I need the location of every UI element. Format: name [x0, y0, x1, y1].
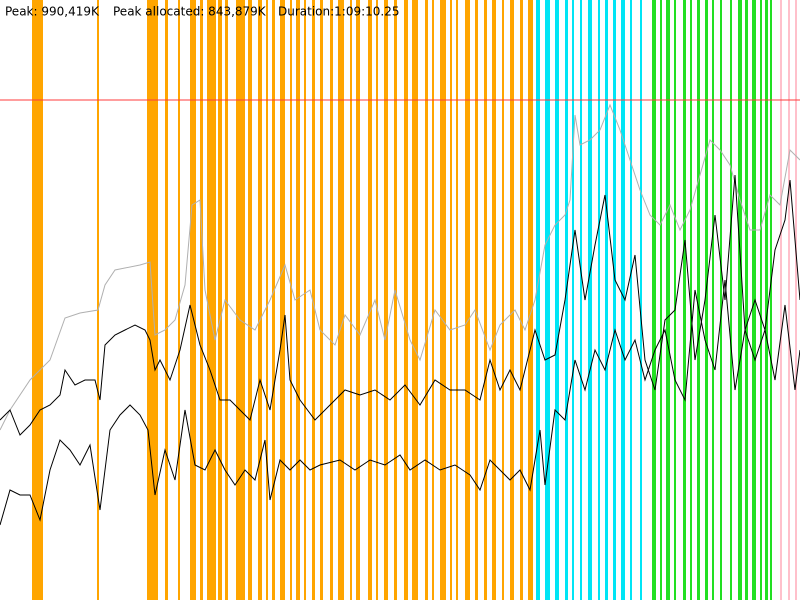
event-band — [368, 0, 372, 600]
event-band — [565, 0, 568, 600]
event-band — [32, 0, 43, 600]
event-band — [580, 0, 582, 600]
event-band — [207, 0, 216, 600]
event-band — [652, 0, 656, 600]
event-band — [760, 0, 762, 600]
event-band — [425, 0, 428, 600]
event-band — [598, 0, 600, 600]
event-band — [266, 0, 268, 600]
event-band — [752, 0, 756, 600]
event-bands — [32, 0, 797, 600]
event-band — [712, 0, 714, 600]
event-band — [492, 0, 496, 600]
event-band — [555, 0, 559, 600]
event-band — [683, 0, 686, 600]
event-band — [674, 0, 676, 600]
event-band — [621, 0, 625, 600]
event-band — [280, 0, 285, 600]
event-band — [290, 0, 292, 600]
event-band — [97, 0, 99, 600]
event-band — [450, 0, 452, 600]
event-band — [666, 0, 670, 600]
event-band — [258, 0, 262, 600]
event-band — [404, 0, 408, 600]
event-band — [225, 0, 228, 600]
event-band — [272, 0, 275, 600]
event-band — [320, 0, 323, 600]
event-band — [502, 0, 504, 600]
event-band — [788, 0, 790, 600]
event-band — [376, 0, 378, 600]
event-band — [484, 0, 487, 600]
event-band — [510, 0, 514, 600]
peak-allocated-label: Peak allocated: 843,879K — [113, 5, 267, 19]
event-band — [572, 0, 574, 600]
event-band — [697, 0, 700, 600]
event-band — [350, 0, 352, 600]
event-band — [330, 0, 333, 600]
memory-line — [0, 103, 800, 431]
event-band — [520, 0, 523, 600]
event-band — [605, 0, 608, 600]
event-band — [465, 0, 470, 600]
event-band — [588, 0, 592, 600]
duration-label: Duration:1:09:10.25 — [278, 5, 400, 19]
event-band — [412, 0, 418, 600]
memory-line — [0, 279, 800, 526]
event-band — [690, 0, 692, 600]
event-band — [475, 0, 478, 600]
event-band — [536, 0, 540, 600]
event-band — [356, 0, 360, 600]
event-band — [738, 0, 742, 600]
event-band — [613, 0, 616, 600]
memory-lines — [0, 99, 800, 526]
event-band — [780, 0, 782, 600]
event-band — [165, 0, 168, 600]
event-band — [730, 0, 732, 600]
event-band — [745, 0, 748, 600]
event-band — [720, 0, 722, 600]
event-band — [456, 0, 458, 600]
event-band — [528, 0, 533, 600]
event-band — [384, 0, 388, 600]
event-band — [178, 0, 180, 600]
event-band — [236, 0, 245, 600]
event-band — [248, 0, 252, 600]
event-band — [705, 0, 708, 600]
event-band — [630, 0, 632, 600]
event-band — [640, 0, 642, 600]
event-band — [312, 0, 315, 600]
event-band — [200, 0, 203, 600]
event-band — [190, 0, 196, 600]
event-band — [765, 0, 768, 600]
event-band — [795, 0, 797, 600]
event-band — [296, 0, 300, 600]
event-band — [770, 0, 772, 600]
memory-line — [0, 174, 800, 436]
event-band — [394, 0, 397, 600]
event-band — [660, 0, 662, 600]
event-band — [545, 0, 550, 600]
event-band — [304, 0, 306, 600]
event-band — [338, 0, 344, 600]
event-band — [432, 0, 434, 600]
event-band — [440, 0, 446, 600]
peak-label: Peak: 990,419K — [5, 5, 100, 19]
event-band — [218, 0, 222, 600]
